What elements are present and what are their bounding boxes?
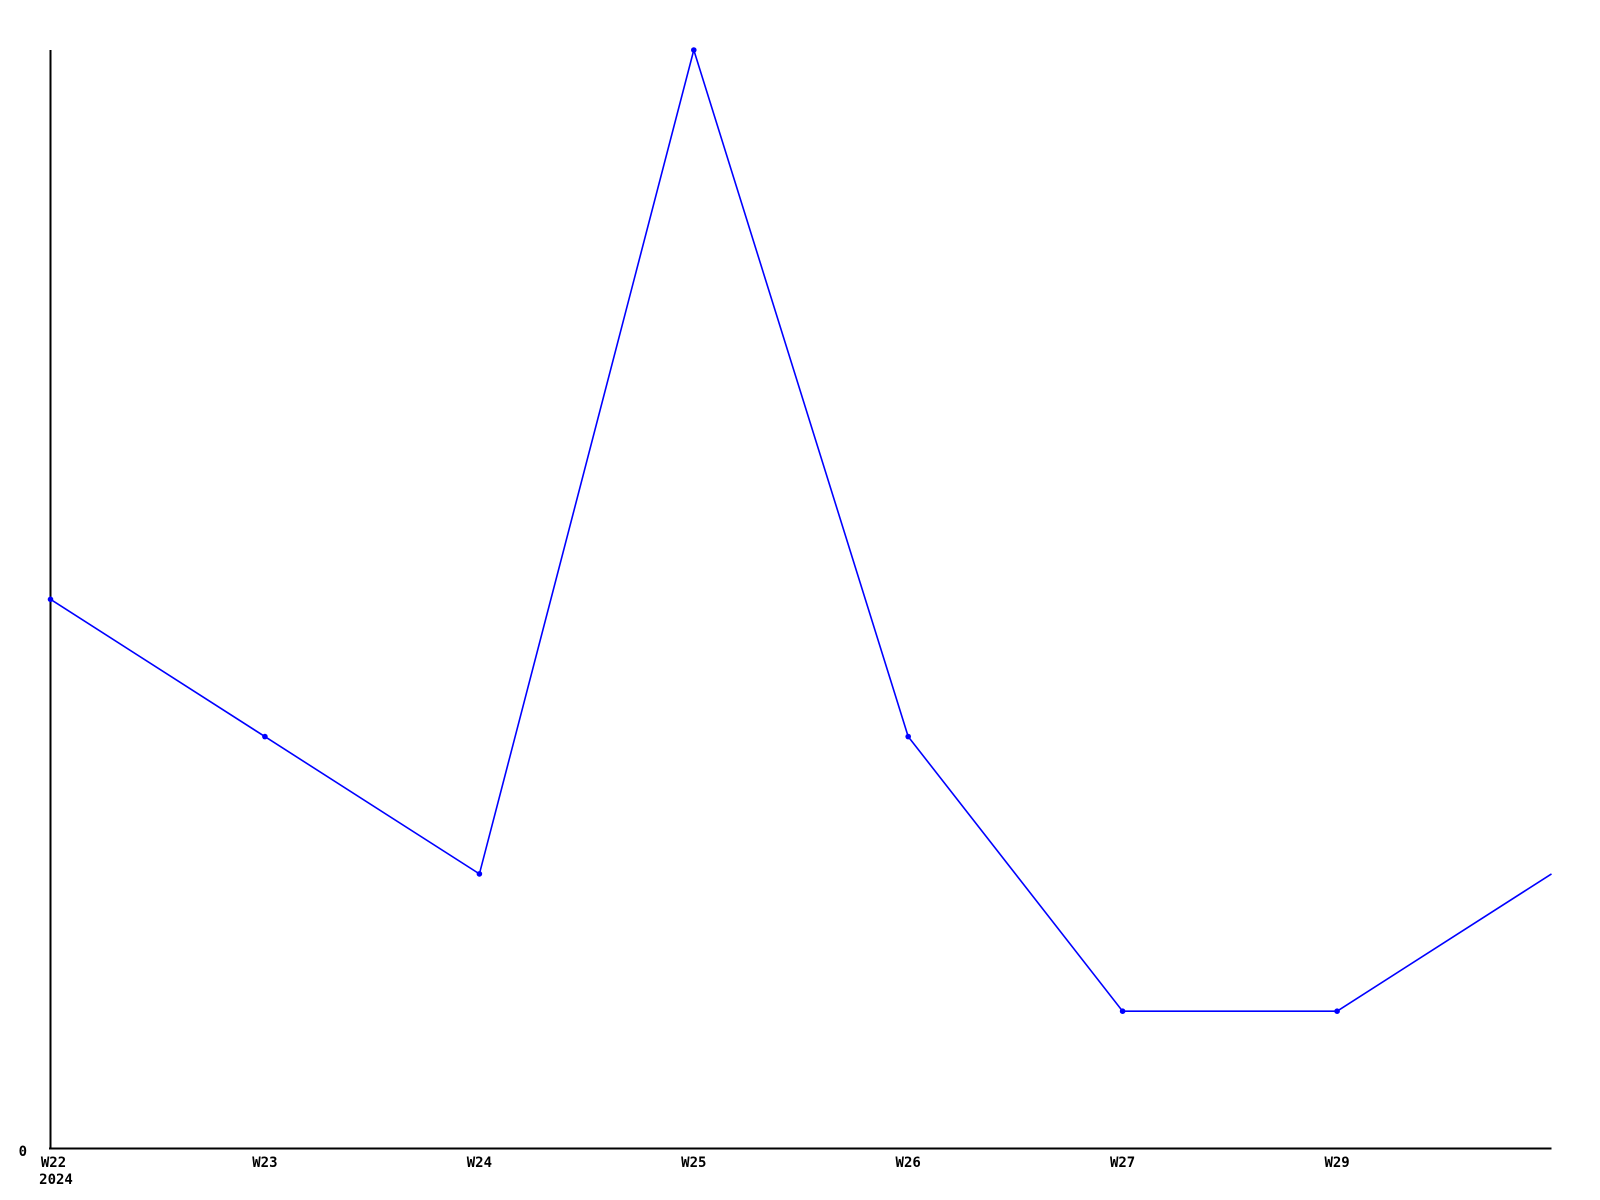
data-line <box>50 47 1552 1013</box>
x-tick-label: W23 <box>252 1155 277 1171</box>
data-point-marker <box>691 47 697 53</box>
x-tick-label: W27 <box>1110 1155 1135 1171</box>
x-tick-label: W29 <box>1324 1155 1349 1171</box>
year-label: 2024 <box>39 1172 73 1188</box>
y-tick-label-zero: 0 <box>19 1144 27 1160</box>
data-point-marker <box>47 596 54 603</box>
data-point-marker <box>476 871 483 877</box>
x-tick-label: W26 <box>896 1155 921 1171</box>
data-point-marker <box>1119 1008 1126 1014</box>
x-tick-label: W24 <box>467 1155 492 1171</box>
data-point-marker <box>905 733 911 740</box>
data-point-marker <box>1334 1008 1340 1014</box>
x-tick-label: W25 <box>681 1155 706 1171</box>
x-tick-label: W22 <box>41 1155 66 1171</box>
data-point-marker <box>262 733 268 740</box>
